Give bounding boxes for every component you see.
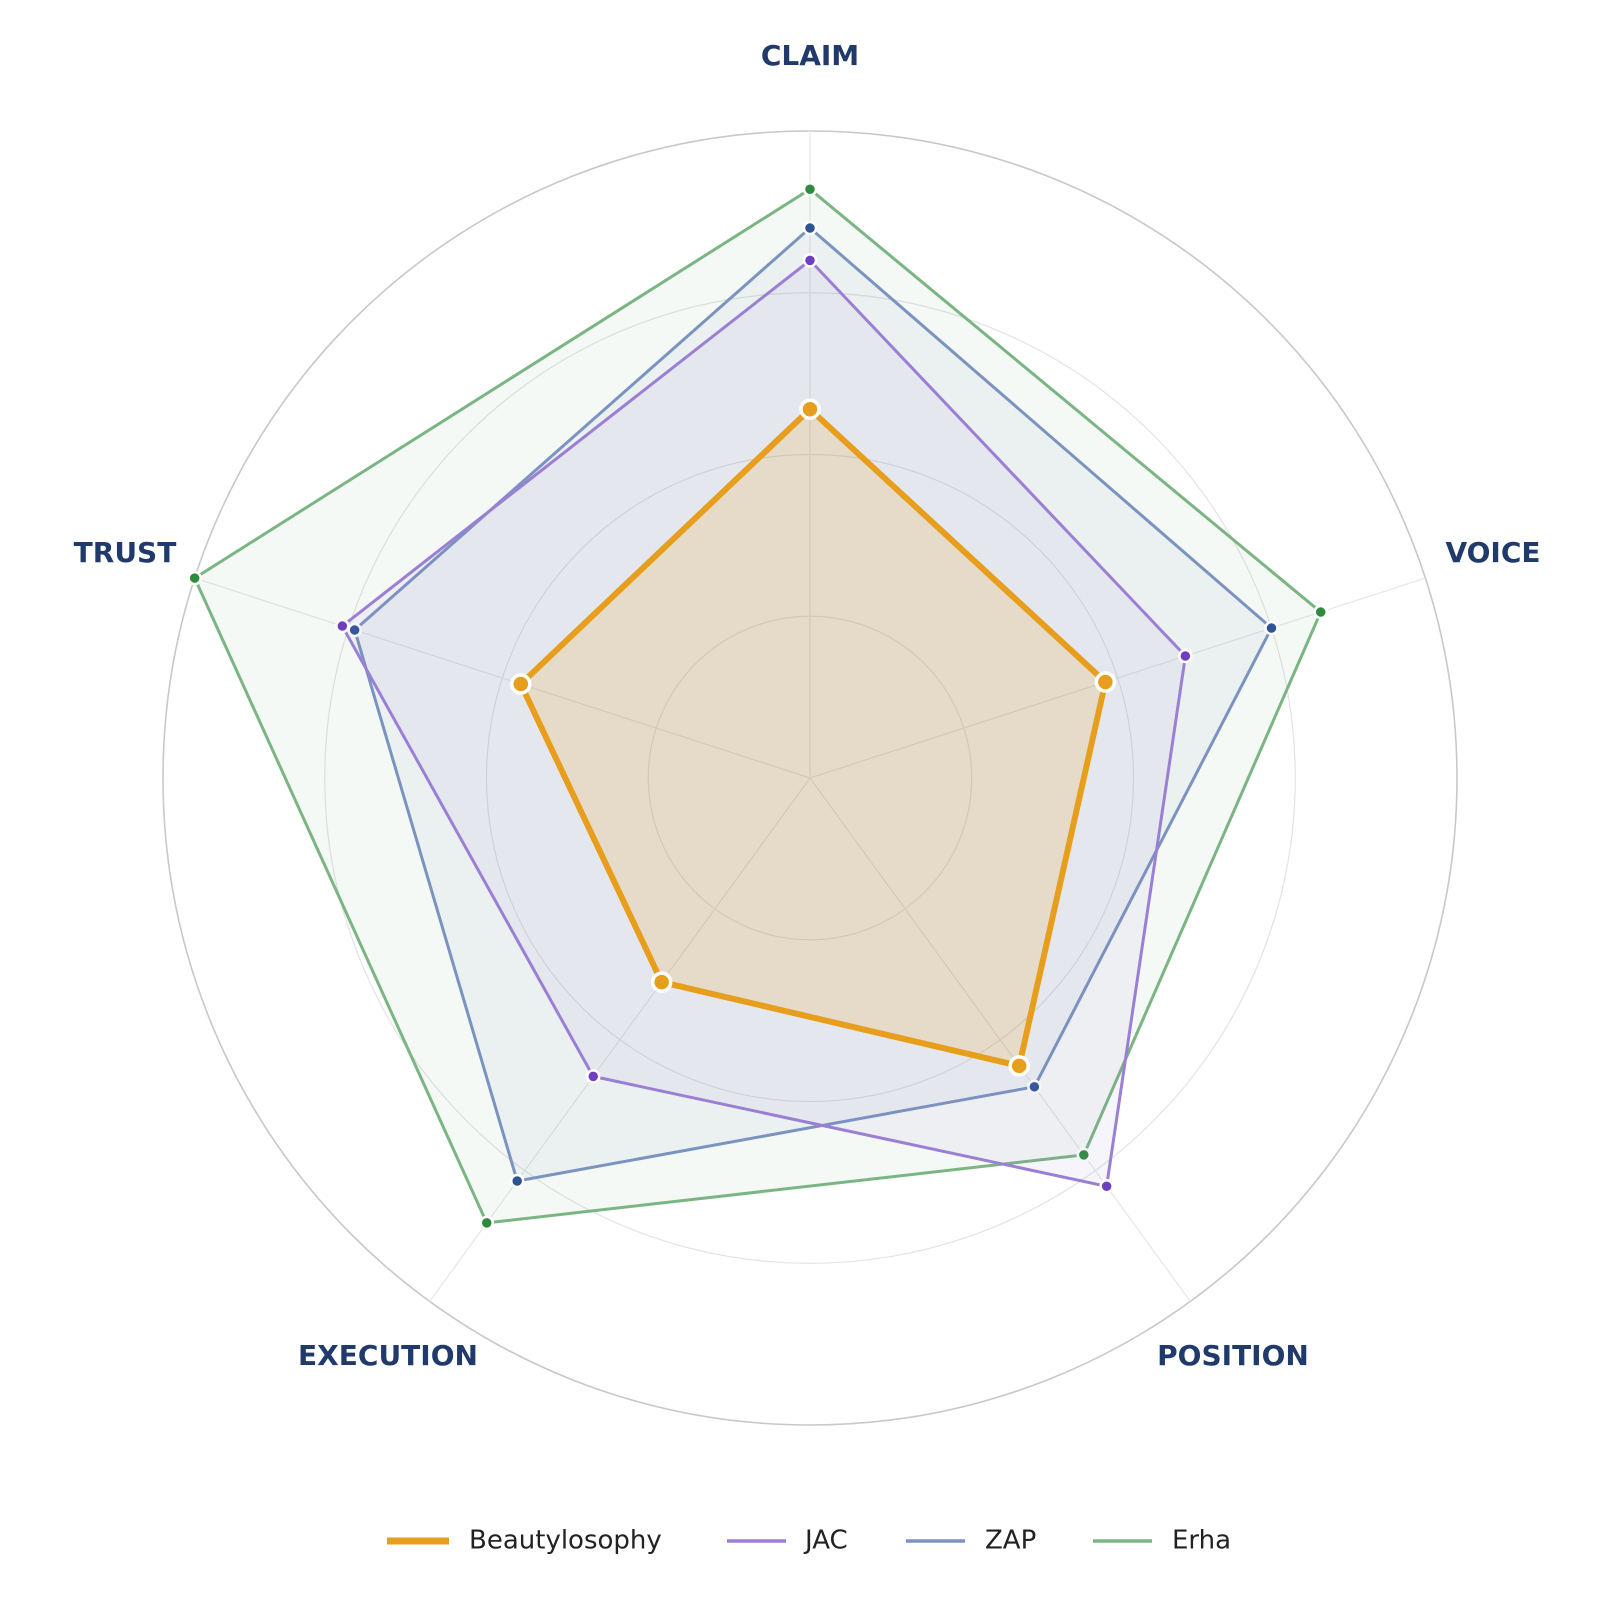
data-point (1264, 620, 1279, 636)
series-line (352, 226, 1274, 1183)
axis-spoke (809, 777, 1191, 1302)
axis-label-voice: VOICE (1445, 536, 1540, 569)
legend-item-beautylosophy: Beautylosophy (387, 1526, 662, 1556)
series-fill (342, 260, 1186, 1187)
axis-label-execution: EXECUTION (298, 1339, 478, 1372)
legend-item-erha: Erha (1093, 1526, 1231, 1556)
data-point (509, 1173, 525, 1189)
data-point (1008, 1055, 1030, 1077)
data-point (585, 1069, 601, 1084)
data-point (802, 181, 818, 197)
data-point (802, 253, 818, 268)
axis-label-claim: CLAIM (761, 39, 859, 72)
legend-item-jac: JAC (727, 1526, 848, 1556)
data-point (187, 570, 202, 586)
data-point (1178, 648, 1193, 664)
legend-label: ZAP (985, 1526, 1036, 1556)
data-point (1099, 1179, 1114, 1194)
series-line (517, 405, 1109, 1070)
legend: Beautylosophy JAC ZAP Erha (387, 1526, 1231, 1556)
data-point (510, 673, 532, 695)
axis-labels: CLAIM VOICE POSITION EXECUTION TRUST (74, 39, 1541, 1372)
radar-grid (162, 130, 1458, 1426)
legend-label: JAC (803, 1526, 848, 1556)
data-point (335, 618, 350, 634)
radar-series (187, 181, 1328, 1231)
data-point (1027, 1079, 1042, 1095)
legend-label: Beautylosophy (469, 1526, 662, 1556)
series-jac (335, 253, 1193, 1194)
axis-spoke (194, 577, 811, 779)
data-point (1076, 1147, 1092, 1163)
legend-label: Erha (1172, 1526, 1231, 1556)
series-beautylosophy (510, 398, 1117, 1077)
series-fill (354, 228, 1272, 1181)
series-zap (347, 220, 1279, 1189)
series-line (340, 258, 1187, 1189)
data-point (802, 220, 818, 236)
data-point (347, 622, 362, 638)
data-point (1313, 604, 1328, 620)
legend-item-zap: ZAP (906, 1526, 1036, 1556)
data-point (650, 971, 673, 993)
data-point (799, 398, 821, 420)
data-point (1094, 671, 1117, 693)
axis-label-trust: TRUST (74, 536, 177, 569)
axis-label-position: POSITION (1157, 1339, 1309, 1372)
series-line (192, 187, 1323, 1225)
axis-spoke (429, 777, 811, 1302)
data-point (479, 1215, 494, 1231)
series-fill (520, 409, 1106, 1066)
